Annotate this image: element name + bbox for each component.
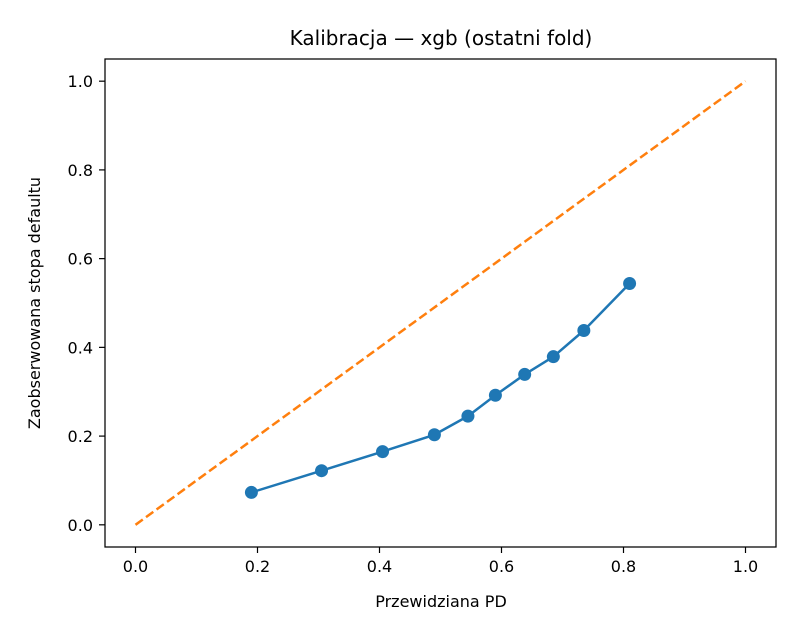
x-tick-label: 0.0 [123,557,148,576]
calibration-point [461,409,475,423]
plot-frame [104,58,777,548]
calibration-curve-line [251,282,631,494]
y-axis-label: Zaobserwowana stopa defaultu [25,177,44,429]
chart-title: Kalibracja — xgb (ostatni fold) [290,26,593,50]
calibration-point [546,350,560,364]
plot-layer [134,80,747,526]
x-tick-label: 1.0 [733,557,758,576]
x-axis-label: Przewidziana PD [375,592,507,611]
y-tick-label: 1.0 [68,72,93,91]
x-tick-label: 0.8 [611,557,636,576]
calibration-point [577,324,591,338]
x-tick-label: 0.6 [489,557,514,576]
calibration-point [518,367,532,381]
y-tick-label: 0.4 [68,338,93,357]
perfect-calibration-line [134,80,747,526]
x-tick-label: 0.4 [367,557,392,576]
y-tick-label: 0.2 [68,427,93,446]
calibration-point [488,388,502,402]
x-tick-label: 0.2 [245,557,270,576]
y-axis: 0.0 0.2 0.4 0.6 0.8 1.0 [68,72,105,535]
y-tick-label: 0.8 [68,161,93,180]
x-axis: 0.0 0.2 0.4 0.6 0.8 1.0 [123,547,758,576]
y-tick-label: 0.0 [68,516,93,535]
calibration-point [427,428,441,442]
y-tick-label: 0.6 [68,250,93,269]
calibration-point [315,464,329,478]
calibration-point [376,445,390,459]
calibration-point [244,485,258,499]
calibration-point [623,276,637,290]
